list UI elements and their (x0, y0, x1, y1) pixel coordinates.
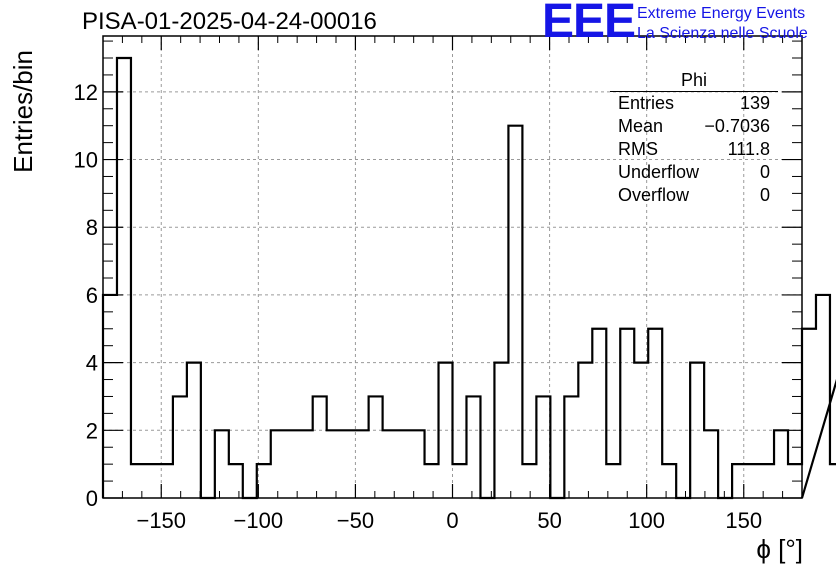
stats-value: 139 (739, 93, 770, 113)
histogram-bin (606, 464, 620, 498)
histogram-bin (299, 430, 313, 498)
y-tick-label: 8 (86, 215, 98, 240)
logo-subtitle-2: La Scienza nelle Scuole (637, 25, 808, 42)
histogram-bin (313, 396, 327, 498)
histogram-bin (760, 464, 774, 498)
page-title: PISA-01-2025-04-24-00016 (82, 8, 377, 35)
histogram-bin (215, 430, 229, 498)
histogram-bin (453, 464, 467, 498)
histogram-bin (830, 464, 836, 498)
stats-label: Overflow (618, 185, 690, 205)
histogram-bin (648, 329, 662, 498)
histogram-bin (522, 464, 536, 498)
stats-value: 0 (759, 162, 770, 182)
y-tick-label: 0 (86, 486, 98, 511)
stats-label: Entries (618, 93, 675, 113)
histogram-bin (229, 464, 243, 498)
stats-box: Phi Entries 139 Mean −0.7036 RMS 111.8 U… (610, 70, 778, 207)
histogram-bin (411, 430, 425, 498)
histogram-bin (425, 464, 439, 498)
stats-value: −0.7036 (704, 116, 770, 136)
y-tick-label: 2 (86, 418, 98, 443)
stats-row: Overflow 0 (610, 184, 778, 207)
histogram-bin (564, 396, 578, 498)
histogram-bin (592, 329, 606, 498)
histogram-bin (816, 295, 830, 498)
histogram-bin (131, 464, 145, 498)
x-tick-label: 150 (725, 508, 762, 533)
stats-row: Mean −0.7036 (610, 115, 778, 138)
histogram-bin (746, 464, 760, 498)
y-tick-label: 12 (74, 80, 98, 105)
histogram-bin (369, 396, 383, 498)
stats-row: Underflow 0 (610, 161, 778, 184)
y-axis-label: Entries/bin (8, 50, 38, 173)
axis-ticks (103, 36, 802, 499)
histogram-bin (774, 430, 788, 498)
x-tick-label: 0 (446, 508, 458, 533)
histogram-bin (327, 430, 341, 498)
x-tick-label: −150 (136, 508, 186, 533)
histogram-bin (355, 430, 369, 498)
histogram-bin (397, 430, 411, 498)
histogram-bin (173, 396, 187, 498)
histogram-bin (620, 329, 634, 498)
tick-labels: −150 −100 −50 0 50 100 150 0 2 4 6 8 10 12 (74, 80, 763, 533)
histogram-bin (341, 430, 355, 498)
y-tick-label: 6 (86, 283, 98, 308)
stats-row: Entries 139 (610, 92, 778, 115)
x-axis-label: ϕ [°] (756, 534, 803, 564)
x-tick-label: 100 (628, 508, 665, 533)
x-tick-label: −50 (337, 508, 374, 533)
stats-label: Mean (618, 116, 664, 136)
histogram-bin (383, 430, 397, 498)
x-tick-label: −100 (234, 508, 284, 533)
histogram-bin (704, 430, 718, 498)
stats-row: RMS 111.8 (610, 138, 778, 161)
histogram-bin (508, 126, 522, 498)
stats-value: 111.8 (727, 139, 770, 159)
histogram-bin (145, 464, 159, 498)
histogram-series (101, 56, 836, 500)
y-tick-label: 10 (74, 148, 98, 173)
histogram-bin (285, 430, 299, 498)
histogram-bin (466, 396, 480, 498)
y-tick-label: 4 (86, 351, 98, 376)
stats-value: 0 (759, 185, 770, 205)
histogram-bin (117, 58, 131, 498)
eee-logo-icon: EEE (542, 0, 636, 48)
histogram-outline (101, 56, 836, 500)
histogram-bin (662, 464, 676, 498)
histogram-bin (271, 430, 285, 498)
stats-title: Phi (610, 70, 778, 92)
x-tick-label: 50 (537, 508, 561, 533)
histogram-bin (634, 363, 648, 498)
logo-subtitle-1: Extreme Energy Events (637, 5, 806, 22)
stats-label: Underflow (618, 162, 700, 182)
stats-label: RMS (618, 139, 658, 159)
histogram-bin (536, 396, 550, 498)
